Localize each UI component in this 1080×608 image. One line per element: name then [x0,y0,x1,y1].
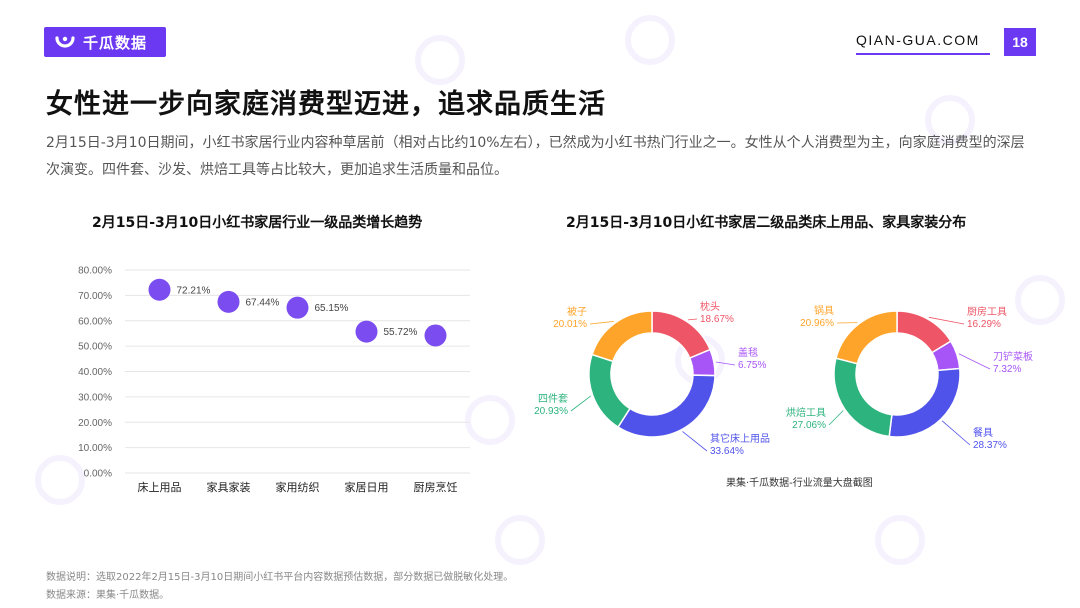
slice-value-label: 16.29% [967,319,1001,330]
x-tick-label: 家具家装 [207,480,251,494]
label-leader-line [589,321,614,325]
x-tick-label: 床上用品 [138,480,182,494]
slice-label: 枕头 [700,300,720,313]
scatter-point[interactable] [424,324,447,347]
data-label: 67.44% [246,297,280,308]
donut-slice[interactable] [591,310,653,363]
data-note: 数据说明：选取2022年2月15日-3月10日期间小红书平台内容数据预估数据，部… [46,572,514,583]
slice-value-label: 18.67% [700,314,734,325]
slice-value-label: 20.96% [800,318,834,329]
label-leader-line [928,316,965,325]
y-tick-label: 40.00% [78,367,112,378]
label-leader-line [570,395,592,412]
y-tick-label: 10.00% [78,443,112,454]
data-source: 数据来源：果集·千瓜数据。 [46,590,170,601]
label-leader-line [958,353,991,370]
slice-label: 厨房工具 [967,305,1007,318]
slice-value-label: 6.75% [738,360,766,371]
y-tick-label: 30.00% [78,392,112,403]
scatter-point[interactable] [286,296,309,319]
slice-value-label: 20.93% [534,406,568,417]
data-label: 72.21% [177,285,211,296]
brand-name: 千瓜数据 [83,33,148,52]
donut-slice[interactable] [835,310,898,365]
data-label: 55.72% [384,327,418,338]
x-tick-label: 厨房烹饪 [414,480,458,494]
subcategory-donut-charts: 枕头18.67%盖毯6.75%其它床上用品33.64%四件套20.93%被子20… [534,300,1033,457]
label-leader-line [828,410,844,426]
page-number-badge: 18 [1004,28,1036,56]
slice-label: 被子 [567,305,587,318]
label-leader-line [687,318,698,321]
y-tick-label: 70.00% [78,291,112,302]
slice-value-label: 27.06% [792,420,826,431]
scatter-point[interactable] [355,320,378,343]
slice-label: 盖毯 [738,346,758,359]
slice-label: 烘焙工具 [786,406,826,419]
brand-logo[interactable]: 千瓜数据 [44,27,166,57]
donut-slice[interactable] [588,353,631,429]
y-tick-label: 0.00% [84,469,112,480]
page-title: 女性进一步向家庭消费型迈进，追求品质生活 [46,89,606,120]
slice-label: 其它床上用品 [710,432,770,445]
slice-label: 餐具 [973,426,993,439]
y-tick-label: 50.00% [78,342,112,353]
data-label: 65.15% [315,303,349,314]
label-leader-line [941,420,971,446]
slice-value-label: 7.32% [993,364,1021,375]
slice-value-label: 28.37% [973,440,1007,451]
donut-slice[interactable] [617,374,716,438]
donut-chart-title: 2月15日-3月10日小红书家居二级品类床上用品、家具家装分布 [566,215,967,231]
scatter-point[interactable] [148,278,171,301]
site-url[interactable]: QIAN-GUA.COM [856,32,980,48]
y-tick-label: 80.00% [78,266,112,277]
chart-source-note: 果集·千瓜数据-行业流量大盘截图 [726,478,873,489]
page-description: 2月15日-3月10日期间，小红书家居行业内容种草居前（相对占比约10%左右），… [46,135,1025,178]
scatter-chart-title: 2月15日-3月10日小红书家居行业一级品类增长趋势 [92,215,423,231]
x-tick-label: 家居日用 [345,480,389,494]
slice-value-label: 33.64% [710,446,744,457]
slice-value-label: 20.01% [553,319,587,330]
y-tick-label: 60.00% [78,316,112,327]
slice-label: 四件套 [538,392,568,405]
slice-label: 刀铲菜板 [993,350,1033,363]
scatter-point[interactable] [217,290,240,313]
x-tick-label: 家用纺织 [276,480,320,494]
brand-mark-icon [55,36,75,48]
slice-label: 锅具 [814,305,834,317]
site-underline [856,53,990,55]
y-tick-label: 20.00% [78,418,112,429]
donut-slice[interactable] [833,357,893,438]
category-growth-scatter-chart: 0.00% 10.00% 20.00% 30.00% 40.00% 50.00% 60.00… [78,266,470,494]
label-leader-line [715,361,736,366]
label-leader-line [682,431,708,452]
